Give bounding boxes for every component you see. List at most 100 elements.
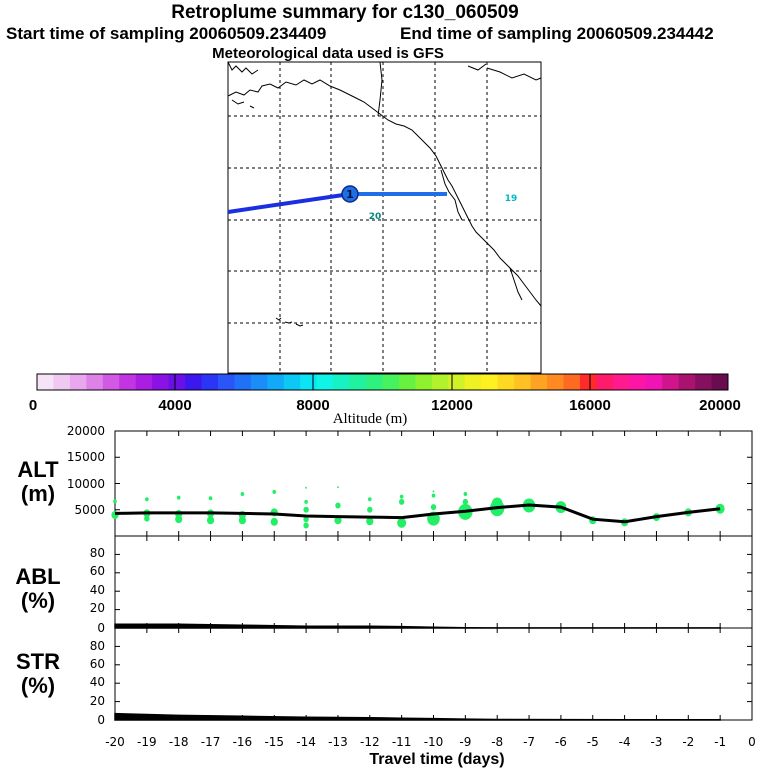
alt-scatter-point (367, 506, 373, 513)
alt-scatter-point (397, 517, 407, 528)
colorbar-cell (645, 374, 663, 390)
colorbar-cell (711, 374, 729, 390)
colorbar-cell (283, 374, 301, 390)
str-ytick-60: 60 (90, 657, 105, 671)
colorbar-cell (37, 374, 54, 390)
colorbar-cell (267, 374, 285, 390)
colorbar-cell (333, 374, 350, 390)
alt-scatter-point (270, 517, 278, 526)
panels (114, 430, 753, 721)
colorbar-cell (514, 374, 531, 390)
colorbar-cell (300, 374, 318, 390)
colorbar-frame (36, 373, 729, 391)
alt-scatter-point (305, 486, 307, 489)
colorbar-cell (53, 374, 71, 390)
alt-label: ALT (17, 457, 59, 482)
x-tick-label: -1 (714, 735, 726, 749)
alt-scatter-points (111, 486, 725, 529)
colorbar-cell (563, 374, 581, 390)
alt-scatter-point (399, 494, 404, 499)
colorbar-cell (201, 374, 219, 390)
x-tick-label: -12 (360, 735, 380, 749)
colorbar-cell (250, 374, 268, 390)
colorbar-cell (316, 374, 334, 390)
alt-scatter-point (335, 502, 341, 509)
alt-median-line (114, 503, 721, 524)
colorbar-cell (69, 374, 87, 390)
alt-scatter-point (334, 516, 342, 525)
x-tick-label: -18 (169, 735, 189, 749)
alt-scatter-point (368, 497, 372, 502)
str-ytick-20: 20 (90, 694, 105, 708)
alt-ytick-20000: 20000 (67, 424, 105, 438)
alt-scatter-point (176, 495, 181, 500)
chart-title: Retroplume summary for c130_060509 (171, 2, 519, 23)
colorbar-cell (596, 374, 614, 390)
alt-ytick-15000: 15000 (67, 450, 105, 464)
abl-area-path (114, 623, 721, 629)
alt-scatter-point (366, 517, 374, 526)
colorbar-cells (37, 374, 729, 390)
alt-scatter-point (430, 504, 437, 511)
start-marker (341, 185, 359, 203)
colorbar-cell (234, 374, 252, 390)
plume-track-west (227, 192, 351, 214)
colorbar-cell (415, 374, 433, 390)
map-gridlines (228, 62, 541, 373)
abl-ytick-20: 20 (90, 601, 105, 615)
colorbar-title: Altitude (m) (333, 411, 408, 427)
alt-scatter-point (206, 516, 215, 525)
colorbar-cell (579, 374, 597, 390)
marker-label-day19: 19 (505, 194, 518, 204)
str-panel-frame (114, 627, 753, 721)
colorbar-cell (382, 374, 400, 390)
colorbar-cell (349, 374, 367, 390)
colorbar-tick-16000: 16000 (569, 397, 611, 414)
x-tick-label: -16 (233, 735, 253, 749)
str-unit: (%) (21, 673, 55, 698)
colorbar-cell (398, 374, 416, 390)
colorbar-tick-8000: 8000 (296, 397, 329, 414)
colorbar-cell (662, 374, 680, 390)
alt-scatter-point (431, 493, 436, 498)
met-data-label: Meteorological data used is GFS (212, 45, 444, 62)
marker-label-day1: 1 (346, 188, 354, 201)
colorbar-cell (431, 374, 449, 390)
colorbar: 0 4000 8000 12000 16000 20000 Altitude (… (29, 373, 741, 427)
alt-scatter-point (462, 498, 469, 505)
abl-panel-frame (114, 535, 753, 629)
x-tick-label: -5 (587, 735, 599, 749)
x-tick-label: -20 (105, 735, 125, 749)
x-tick-label: -10 (424, 735, 444, 749)
colorbar-cell (497, 374, 515, 390)
colorbar-cell (217, 374, 235, 390)
colorbar-cell (678, 374, 696, 390)
colorbar-cell (547, 374, 564, 390)
abl-ytick-40: 40 (90, 583, 105, 597)
alt-scatter-point (303, 522, 309, 529)
colorbar-cell (530, 374, 548, 390)
x-tick-label: 0 (748, 735, 756, 749)
x-tick-label: -14 (296, 735, 316, 749)
x-tick-label: -17 (201, 735, 221, 749)
alt-median-polyline (114, 503, 721, 524)
colorbar-cell (481, 374, 499, 390)
colorbar-cell (629, 374, 647, 390)
alt-scatter-point (145, 497, 149, 502)
coastlines (227, 61, 542, 327)
alt-scatter-point (304, 499, 308, 504)
x-tick-label: -8 (491, 735, 503, 749)
colorbar-cell (86, 374, 104, 390)
x-tick-label: -19 (137, 735, 157, 749)
alt-scatter-point (238, 516, 246, 525)
x-tick-label: -9 (459, 735, 471, 749)
colorbar-major-ticks (174, 374, 591, 390)
abl-ytick-0: 0 (97, 621, 105, 635)
x-tick-label: -3 (650, 735, 662, 749)
alt-scatter-point (432, 490, 435, 493)
alt-scatter-point (303, 506, 309, 513)
start-time-label: Start time of sampling 20060509.234409 (6, 24, 327, 43)
colorbar-cell (119, 374, 137, 390)
alt-scatter-point (113, 499, 117, 504)
